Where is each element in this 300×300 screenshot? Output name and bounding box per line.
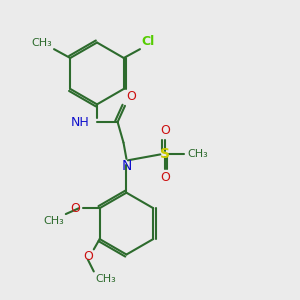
Text: N: N bbox=[121, 159, 132, 173]
Text: NH: NH bbox=[71, 116, 90, 128]
Text: Cl: Cl bbox=[141, 35, 155, 48]
Text: S: S bbox=[160, 147, 170, 161]
Text: CH₃: CH₃ bbox=[95, 274, 116, 284]
Text: CH₃: CH₃ bbox=[32, 38, 52, 48]
Text: CH₃: CH₃ bbox=[44, 215, 64, 226]
Text: CH₃: CH₃ bbox=[188, 149, 208, 159]
Text: O: O bbox=[160, 172, 170, 184]
Text: O: O bbox=[126, 91, 136, 103]
Text: O: O bbox=[160, 124, 170, 137]
Text: O: O bbox=[83, 250, 93, 263]
Text: O: O bbox=[71, 202, 80, 215]
